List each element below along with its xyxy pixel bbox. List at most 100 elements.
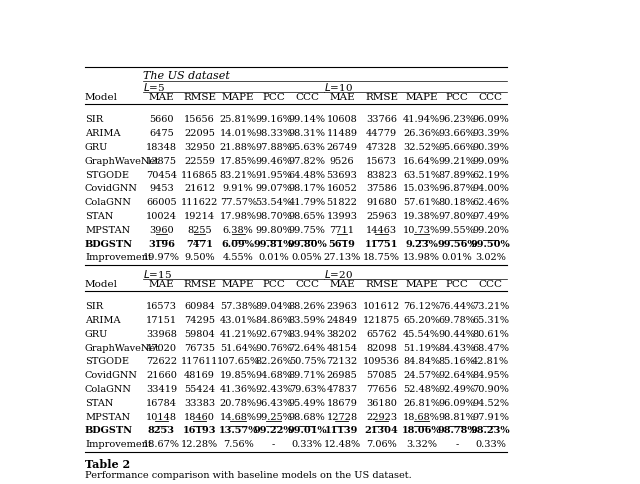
Text: 63.51%: 63.51% [403, 170, 440, 180]
Text: 88.26%: 88.26% [289, 302, 326, 311]
Text: ColaGNN: ColaGNN [85, 385, 132, 394]
Text: 25.81%: 25.81% [220, 116, 257, 124]
Text: 93.39%: 93.39% [472, 129, 509, 138]
Text: 53693: 53693 [326, 170, 357, 180]
Text: MPSTAN: MPSTAN [85, 226, 130, 235]
Text: 18.67%: 18.67% [143, 440, 180, 449]
Text: 9.91%: 9.91% [223, 184, 253, 194]
Text: 13.57%: 13.57% [218, 426, 258, 436]
Text: 41.21%: 41.21% [220, 330, 257, 339]
Text: 73.21%: 73.21% [472, 302, 509, 311]
Text: STGODE: STGODE [85, 358, 129, 366]
Text: SIR: SIR [85, 302, 103, 311]
Text: 93.66%: 93.66% [438, 129, 476, 138]
Text: 24849: 24849 [326, 316, 357, 325]
Text: MAPE: MAPE [406, 93, 438, 103]
Text: 77.57%: 77.57% [220, 198, 257, 207]
Text: 57.38%: 57.38% [220, 302, 257, 311]
Text: 48169: 48169 [184, 371, 215, 380]
Text: 87.89%: 87.89% [438, 170, 476, 180]
Text: 17.98%: 17.98% [220, 212, 257, 221]
Text: 83823: 83823 [366, 170, 397, 180]
Text: 57.61%: 57.61% [403, 198, 440, 207]
Text: 96.23%: 96.23% [438, 116, 476, 124]
Text: 9526: 9526 [330, 157, 354, 166]
Text: 8255: 8255 [188, 226, 212, 235]
Text: 22923: 22923 [366, 412, 397, 422]
Text: 50.75%: 50.75% [289, 358, 326, 366]
Text: 76735: 76735 [184, 344, 215, 353]
Text: 12728: 12728 [326, 412, 358, 422]
Text: 107.65%: 107.65% [217, 358, 260, 366]
Text: Improvement: Improvement [85, 440, 152, 449]
Text: 70454: 70454 [146, 170, 177, 180]
Text: 83.94%: 83.94% [289, 330, 326, 339]
Text: GraphWaveNet: GraphWaveNet [85, 344, 160, 353]
Text: 98.81%: 98.81% [438, 412, 476, 422]
Text: 99.22%: 99.22% [253, 426, 293, 436]
Text: 97.80%: 97.80% [438, 212, 476, 221]
Text: 80.61%: 80.61% [472, 330, 509, 339]
Text: 116865: 116865 [181, 170, 218, 180]
Text: 24.57%: 24.57% [403, 371, 440, 380]
Text: 96.43%: 96.43% [255, 399, 292, 408]
Text: 90.44%: 90.44% [438, 330, 476, 339]
Text: 16573: 16573 [146, 302, 177, 311]
Text: 82098: 82098 [366, 344, 397, 353]
Text: MAE: MAE [329, 93, 355, 103]
Text: 5660: 5660 [149, 116, 173, 124]
Text: 18460: 18460 [184, 412, 215, 422]
Text: Performance comparison with baseline models on the US dataset.: Performance comparison with baseline mod… [85, 471, 412, 480]
Text: 21660: 21660 [146, 371, 177, 380]
Text: 13993: 13993 [326, 212, 357, 221]
Text: 14.68%: 14.68% [220, 412, 257, 422]
Text: MAE: MAE [329, 280, 355, 289]
Text: 64.48%: 64.48% [289, 170, 326, 180]
Text: 32950: 32950 [184, 143, 215, 152]
Text: 21.88%: 21.88% [220, 143, 257, 152]
Text: 11751: 11751 [365, 240, 398, 249]
Text: 4.55%: 4.55% [223, 253, 253, 262]
Text: 92.49%: 92.49% [438, 385, 476, 394]
Text: ARIMA: ARIMA [85, 129, 120, 138]
Text: 90.76%: 90.76% [255, 344, 292, 353]
Text: 26749: 26749 [326, 143, 357, 152]
Text: 92.64%: 92.64% [438, 371, 476, 380]
Text: $L$=20: $L$=20 [324, 268, 353, 280]
Text: 43.01%: 43.01% [220, 316, 257, 325]
Text: 59804: 59804 [184, 330, 215, 339]
Text: 53.54%: 53.54% [255, 198, 292, 207]
Text: 3960: 3960 [149, 226, 173, 235]
Text: 76.44%: 76.44% [438, 302, 476, 311]
Text: 99.16%: 99.16% [255, 116, 292, 124]
Text: 65.20%: 65.20% [403, 316, 440, 325]
Text: 121875: 121875 [363, 316, 400, 325]
Text: 10148: 10148 [146, 412, 177, 422]
Text: 89.71%: 89.71% [289, 371, 326, 380]
Text: 19.97%: 19.97% [143, 253, 180, 262]
Text: 33383: 33383 [184, 399, 215, 408]
Text: 65762: 65762 [366, 330, 397, 339]
Text: 98.33%: 98.33% [255, 129, 292, 138]
Text: 95.63%: 95.63% [289, 143, 326, 152]
Text: ARIMA: ARIMA [85, 316, 120, 325]
Text: 99.46%: 99.46% [255, 157, 292, 166]
Text: RMSE: RMSE [365, 280, 398, 289]
Text: STGODE: STGODE [85, 170, 129, 180]
Text: 11139: 11139 [325, 426, 358, 436]
Text: 83.59%: 83.59% [289, 316, 326, 325]
Text: 52.48%: 52.48% [403, 385, 440, 394]
Text: 13875: 13875 [146, 157, 177, 166]
Text: 55424: 55424 [184, 385, 215, 394]
Text: The US dataset: The US dataset [143, 71, 230, 81]
Text: 96.09%: 96.09% [438, 399, 476, 408]
Text: CovidGNN: CovidGNN [85, 184, 138, 194]
Text: 47837: 47837 [326, 385, 358, 394]
Text: GRU: GRU [85, 330, 108, 339]
Text: 38202: 38202 [326, 330, 357, 339]
Text: 27.13%: 27.13% [323, 253, 360, 262]
Text: 77656: 77656 [366, 385, 397, 394]
Text: Table 2: Table 2 [85, 459, 130, 470]
Text: 98.68%: 98.68% [289, 412, 326, 422]
Text: 14463: 14463 [366, 226, 397, 235]
